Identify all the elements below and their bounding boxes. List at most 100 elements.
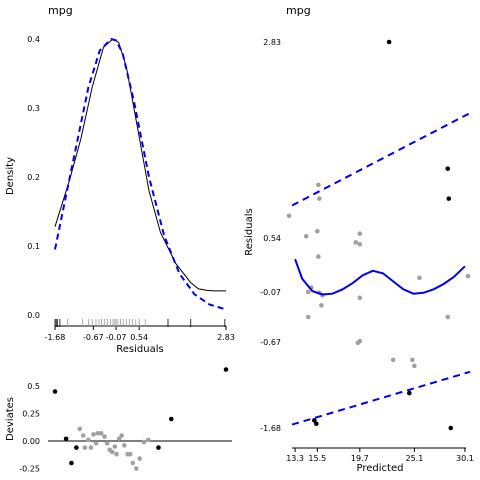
deviate-point — [82, 445, 88, 450]
residual-point — [465, 273, 471, 279]
residuals-xtick-label: 19.7 — [351, 454, 369, 463]
deviates-points — [52, 367, 229, 471]
residuals-panel: mpg Residuals Predicted 2.83 0.54 -0.07 -0.… — [244, 4, 474, 474]
density-ytick-label: 0.0 — [27, 311, 40, 320]
residual-point — [303, 233, 309, 239]
deviate-outlier-point — [52, 389, 58, 394]
density-ytick-label: 0.2 — [27, 173, 40, 182]
deviates-yticks: 0.5 0.25 0.00 -0.25 — [19, 382, 40, 474]
residual-point — [417, 275, 422, 281]
density-xlabel: Residuals — [116, 344, 163, 355]
residual-outlier-point — [314, 421, 319, 427]
deviate-point — [145, 437, 151, 443]
deviate-point — [98, 431, 104, 436]
residual-point — [357, 231, 363, 237]
residual-point — [286, 213, 292, 219]
deviates-ytick-label: 0.00 — [22, 437, 40, 446]
residuals-ytick-label: -1.68 — [260, 424, 281, 433]
residuals-xtick-label: 30.1 — [456, 454, 474, 463]
residuals-smooth — [294, 258, 466, 296]
residual-point — [355, 340, 361, 346]
deviate-point — [141, 439, 147, 445]
residual-point — [357, 241, 363, 247]
deviates-ytick-label: 0.5 — [27, 382, 40, 391]
deviate-point — [102, 434, 107, 439]
residual-outlier-point — [445, 166, 451, 171]
residual-point — [410, 357, 415, 363]
residual-point — [390, 357, 396, 363]
deviate-outlier-point — [168, 416, 174, 422]
deviate-point — [93, 440, 99, 446]
deviate-outlier-point — [69, 460, 74, 466]
deviate-outlier-point — [63, 436, 69, 442]
deviate-point — [119, 433, 124, 438]
residuals-ytick-label: 0.54 — [263, 234, 281, 243]
lower-band-line — [291, 370, 471, 426]
upper-band-line — [291, 112, 471, 207]
deviate-point — [80, 433, 86, 438]
residual-point — [315, 228, 320, 234]
deviate-point — [112, 444, 118, 449]
density-ylabel: Density — [5, 157, 16, 195]
deviate-point — [91, 432, 96, 437]
residuals-yticks: 2.83 0.54 -0.07 -0.67 -1.68 — [260, 38, 281, 433]
density-xtick-label: 0.54 — [130, 333, 148, 342]
residuals-xlabel: Predicted — [357, 463, 404, 474]
residual-outlier-point — [386, 39, 392, 45]
residual-point — [357, 295, 363, 301]
deviate-point — [86, 437, 91, 443]
residual-point — [319, 303, 324, 308]
deviate-point — [95, 431, 101, 436]
deviates-ylabel: Deviates — [5, 397, 16, 441]
density-panel: mpg Density Residuals 0.0 0.1 0.2 0.3 0.4 -1… — [5, 4, 235, 355]
residual-point — [353, 240, 359, 245]
deviate-point — [130, 460, 136, 466]
residual-point — [445, 314, 451, 320]
density-xtick-label: 2.83 — [217, 333, 235, 342]
density-title: mpg — [48, 4, 73, 17]
density-ytick-label: 0.1 — [27, 242, 40, 251]
deviate-point — [121, 443, 127, 448]
deviate-point — [133, 466, 139, 471]
residual-outlier-point — [448, 425, 454, 431]
density-xtick-label: -0.07 — [106, 333, 127, 342]
residuals-xticks: 13.3 15.5 19.7 25.1 30.1 — [286, 447, 474, 463]
residuals-xtick-label: 13.3 — [286, 454, 304, 463]
deviate-point — [127, 451, 133, 457]
residuals-ytick-label: 2.83 — [263, 38, 281, 47]
residual-point — [317, 196, 322, 201]
density-xtick-label: -0.67 — [83, 333, 104, 342]
density-ytick-label: 0.4 — [27, 35, 40, 44]
density-xtick-label: -1.68 — [45, 333, 66, 342]
deviate-point — [88, 445, 94, 450]
deviates-ytick-label: 0.25 — [22, 410, 40, 419]
deviate-outlier-point — [74, 445, 79, 450]
density-lines — [54, 37, 227, 311]
residuals-bands — [291, 112, 471, 426]
density-ytick-label: 0.3 — [27, 104, 40, 113]
residual-outlier-point — [446, 196, 452, 201]
deviate-point — [114, 451, 119, 457]
deviates-ytick-label: -0.25 — [19, 465, 40, 474]
residual-outlier-point — [312, 418, 317, 423]
residual-point — [305, 289, 311, 295]
smooth-fit-curve — [294, 258, 466, 296]
deviate-point — [109, 449, 115, 455]
residual-outlier-point — [407, 390, 412, 396]
residual-point — [305, 314, 311, 320]
density-rug — [54, 319, 226, 327]
density-yticks: 0.0 0.1 0.2 0.3 0.4 — [27, 35, 40, 320]
deviate-point — [137, 456, 142, 461]
deviate-point — [77, 426, 83, 432]
residual-point — [316, 254, 321, 259]
deviate-point — [116, 436, 122, 442]
residual-point — [316, 182, 321, 188]
residuals-title: mpg — [286, 4, 311, 17]
deviate-outlier-point — [223, 367, 229, 372]
normal-reference-curve — [54, 37, 227, 311]
residuals-ytick-label: -0.67 — [260, 338, 281, 347]
deviate-outlier-point — [156, 445, 161, 450]
residuals-ylabel: Residuals — [244, 208, 255, 255]
